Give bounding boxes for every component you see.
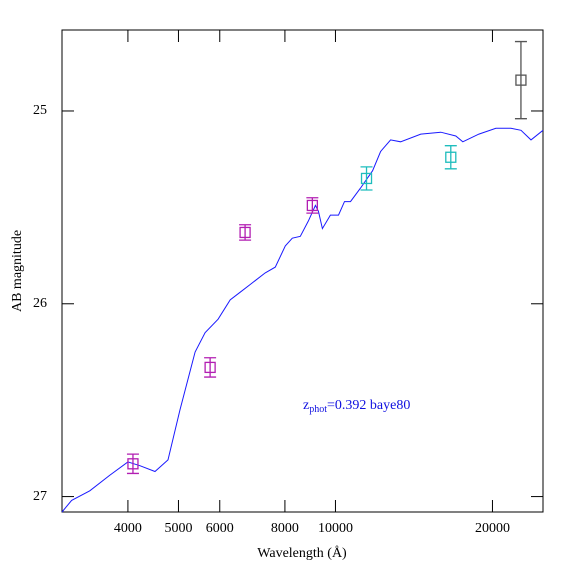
annotation-sub: phot <box>309 404 327 415</box>
error-bar <box>204 357 217 378</box>
data-point <box>204 361 216 374</box>
x-tick-label: 4000 <box>114 521 142 536</box>
annotation-main: z <box>303 398 309 413</box>
error-bar <box>514 40 527 120</box>
x-tick-label: 6000 <box>206 521 234 536</box>
model-line <box>61 127 544 513</box>
x-tick-label: 5000 <box>164 521 192 536</box>
y-tick-label: 26 <box>33 296 47 311</box>
x-axis-label: Wavelength (Å) <box>257 545 347 561</box>
y-axis-label: AB magnitude <box>10 230 25 312</box>
y-tick-label: 27 <box>33 489 47 504</box>
annotation: zphot=0.392 baye80 <box>303 398 410 415</box>
error-bar <box>444 145 457 170</box>
data-point <box>127 458 139 470</box>
x-tick-label: 10000 <box>318 521 353 536</box>
x-tick-label: 20000 <box>475 521 510 536</box>
data-point <box>360 172 373 185</box>
annotation-rest: =0.392 baye80 <box>327 398 410 413</box>
data-point <box>306 199 318 212</box>
error-bar <box>360 166 373 191</box>
x-tick-label: 8000 <box>271 521 299 536</box>
data-point <box>239 226 251 239</box>
data-point <box>445 151 457 163</box>
plot-frame <box>61 29 544 513</box>
error-bar <box>126 453 139 475</box>
y-tick-label: 25 <box>33 103 47 118</box>
data-point <box>515 74 527 86</box>
